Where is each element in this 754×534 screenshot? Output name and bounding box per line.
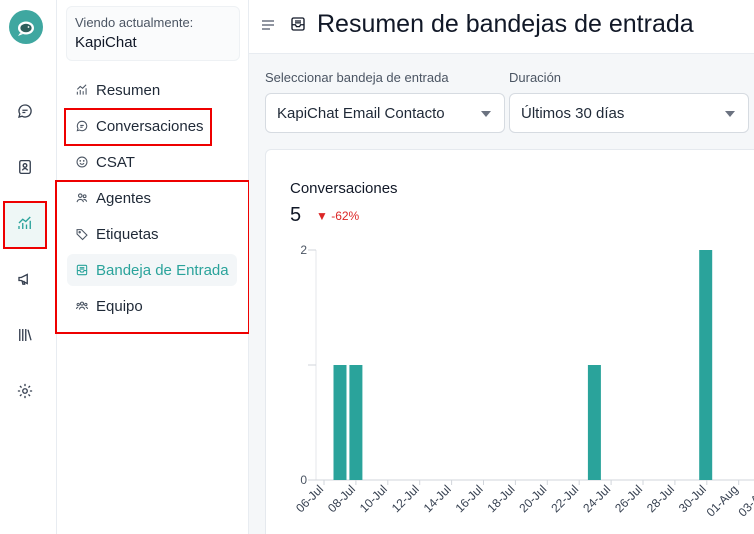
inbox-filter-label: Seleccionar bandeja de entrada [265, 70, 449, 85]
x-tick-label: 03-Aug [735, 482, 754, 519]
y-tick-label: 2 [300, 243, 307, 257]
bar-07-Jul [333, 365, 347, 480]
x-tick-label: 06-Jul [293, 482, 326, 515]
x-tick-label: 26-Jul [612, 482, 645, 515]
x-tick-label: 12-Jul [389, 482, 422, 515]
x-tick-label: 10-Jul [357, 482, 390, 515]
rail-conversations-button[interactable] [8, 96, 42, 130]
bar-30-Jul [699, 250, 713, 480]
x-tick-label: 01-Aug [704, 482, 741, 519]
sidebar-item-csat[interactable]: CSAT [67, 146, 237, 178]
account-caption: Viendo actualmente: [75, 15, 194, 30]
sidebar-item-label: CSAT [96, 153, 135, 171]
x-tick-label: 16-Jul [453, 482, 486, 515]
account-switcher[interactable]: Viendo actualmente: KapiChat [66, 6, 240, 61]
metric-value: 5 [290, 204, 302, 226]
sidebar-item-label: Equipo [96, 297, 143, 315]
capybara-logo-icon [18, 21, 34, 36]
conversations-metric-card: Conversaciones 5 ▼ -62% 0 2 06-Jul 08-Jul 10… [265, 149, 754, 534]
inbox-select[interactable]: KapiChat Email Contacto [265, 93, 505, 133]
bar-08-Jul [349, 365, 363, 480]
library-icon [16, 326, 34, 349]
conversations-icon [16, 102, 34, 125]
metric-title: Conversaciones [290, 180, 398, 197]
smiley-icon [75, 155, 89, 169]
x-tick-label: 08-Jul [325, 482, 358, 515]
x-tick-label: 20-Jul [516, 482, 549, 515]
reports-sidebar: Viendo actualmente: KapiChat Resumen Con… [57, 0, 249, 534]
page-header: Resumen de bandejas de entrada [249, 0, 754, 54]
sidebar-item-label: Bandeja de Entrada [96, 261, 229, 279]
team-icon [75, 299, 89, 313]
sidebar-item-etiquetas[interactable]: Etiquetas [67, 218, 237, 250]
metric-change-badge: ▼ -62% [316, 209, 360, 223]
sidebar-item-label: Etiquetas [96, 225, 159, 243]
main-content: Resumen de bandejas de entrada Seleccion… [249, 0, 754, 534]
sidebar-item-resumen[interactable]: Resumen [67, 74, 237, 106]
rail-library-button[interactable] [8, 320, 42, 354]
conversations-bar-chart: 0 2 06-Jul08-Jul10-Jul12-Jul14-Jul16-Jul18… [293, 243, 754, 519]
duration-select-value: Últimos 30 días [521, 104, 625, 122]
sidebar-item-agentes[interactable]: Agentes [67, 182, 237, 214]
reports-icon [16, 214, 34, 237]
chart-line-icon [75, 83, 89, 97]
contacts-icon [16, 158, 34, 181]
x-tick-label: 14-Jul [421, 482, 454, 515]
annotation-highlight-group [55, 180, 250, 334]
annotation-highlight-conversaciones [64, 108, 212, 146]
duration-filter-label: Duración [509, 70, 562, 85]
x-tick-label: 24-Jul [580, 482, 613, 515]
rail-settings-button[interactable] [8, 376, 42, 410]
inbox-select-value: KapiChat Email Contacto [277, 104, 445, 122]
sidebar-item-label: Resumen [96, 81, 161, 99]
sidebar-item-bandeja-de-entrada[interactable]: Bandeja de Entrada [67, 254, 237, 286]
app-logo[interactable] [9, 10, 43, 44]
people-icon [75, 191, 89, 205]
rail-reports-button[interactable] [3, 201, 47, 249]
sidebar-item-equipo[interactable]: Equipo [67, 290, 237, 322]
x-tick-label: 22-Jul [548, 482, 581, 515]
chevron-down-icon [725, 111, 735, 117]
account-name: KapiChat [75, 34, 137, 51]
sidebar-item-conversaciones[interactable]: Conversaciones [67, 110, 237, 142]
inbox-icon [75, 263, 89, 277]
x-tick-label: 28-Jul [644, 482, 677, 515]
rail-contacts-button[interactable] [8, 152, 42, 186]
duration-select[interactable]: Últimos 30 días [509, 93, 749, 133]
chat-bubble-icon [75, 119, 89, 133]
inbox-icon [289, 15, 307, 33]
tag-icon [75, 227, 89, 241]
x-tick-label: 18-Jul [485, 482, 518, 515]
y-tick-label: 0 [300, 473, 307, 487]
page-title: Resumen de bandejas de entrada [317, 10, 694, 38]
settings-icon [16, 382, 34, 405]
bar-23-Jul [587, 365, 601, 480]
rail-campaigns-button[interactable] [8, 264, 42, 298]
icon-rail [0, 0, 57, 534]
sidebar-item-label: Agentes [96, 189, 152, 207]
chevron-down-icon [481, 111, 491, 117]
campaigns-icon [16, 270, 34, 293]
sidebar-item-label: Conversaciones [96, 117, 204, 135]
menu-toggle-icon[interactable] [261, 18, 275, 32]
